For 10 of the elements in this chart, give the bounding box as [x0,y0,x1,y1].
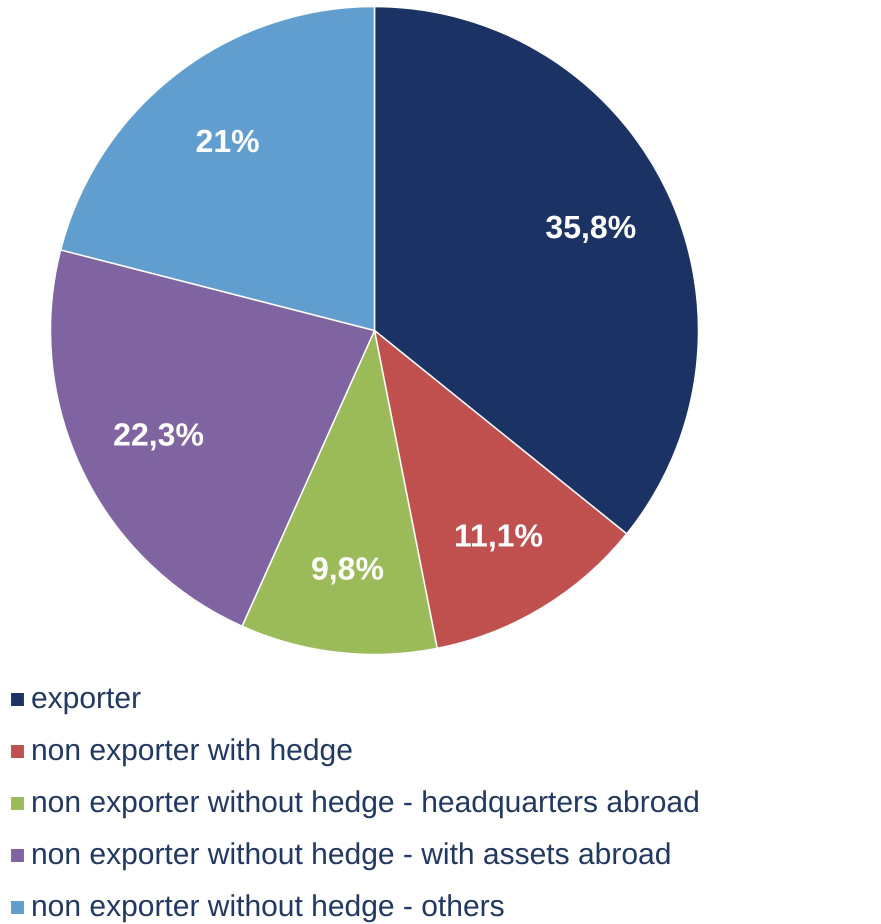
data-label: 11,1% [454,518,543,554]
legend-label: non exporter without hedge - others [31,890,505,924]
data-label: 21% [196,123,260,160]
legend-label: non exporter without hedge - headquarters abroad [31,786,700,820]
data-label: 9,8% [310,550,384,587]
legend-label: non exporter without hedge - with assets abroad [31,838,672,872]
legend-label: exporter [31,682,142,716]
data-label: 35,8% [545,209,636,246]
legend-label: non exporter with hedge [31,734,353,768]
data-label: 22,3% [113,416,204,453]
